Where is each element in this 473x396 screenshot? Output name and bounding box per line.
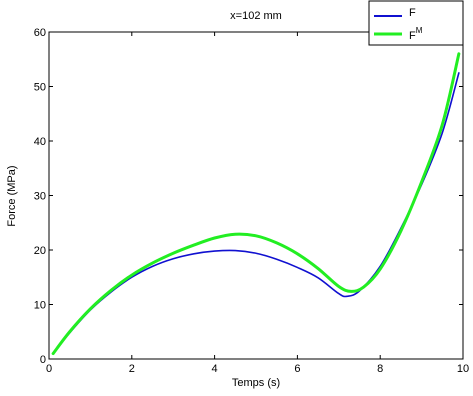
axis-ticks: 0 2 4 6 8 10 0 10 20 30 40 50 60 (34, 27, 469, 375)
series-lines (51, 52, 461, 356)
y-tick-label: 20 (34, 245, 46, 257)
x-tick-label: 10 (457, 363, 469, 375)
x-tick-label: 6 (294, 363, 300, 375)
x-axis-label: Temps (s) (232, 377, 280, 389)
x-tick-label: 2 (129, 363, 135, 375)
x-tick-label: 8 (377, 363, 383, 375)
x-tick-label: 0 (46, 363, 52, 375)
y-tick-label: 30 (34, 191, 46, 203)
y-tick-label: 50 (34, 82, 46, 94)
plot-area (48, 31, 464, 360)
legend-label-f: F (409, 7, 416, 19)
y-axis-label: Force (MPa) (6, 165, 18, 226)
y-tick-label: 40 (34, 136, 46, 148)
series-line-fm (51, 52, 461, 356)
legend: F FM (368, 0, 464, 46)
x-tick-label: 4 (212, 363, 218, 375)
legend-box (368, 0, 464, 46)
y-tick-label: 60 (34, 27, 46, 39)
y-tick-label: 0 (40, 354, 46, 366)
chart-title: x=102 mm (230, 10, 282, 22)
y-tick-label: 10 (34, 300, 46, 312)
legend-label-fm: FM (409, 26, 423, 42)
legend-label-fm-base: F (409, 30, 416, 42)
legend-label-fm-superscript: M (416, 26, 423, 35)
